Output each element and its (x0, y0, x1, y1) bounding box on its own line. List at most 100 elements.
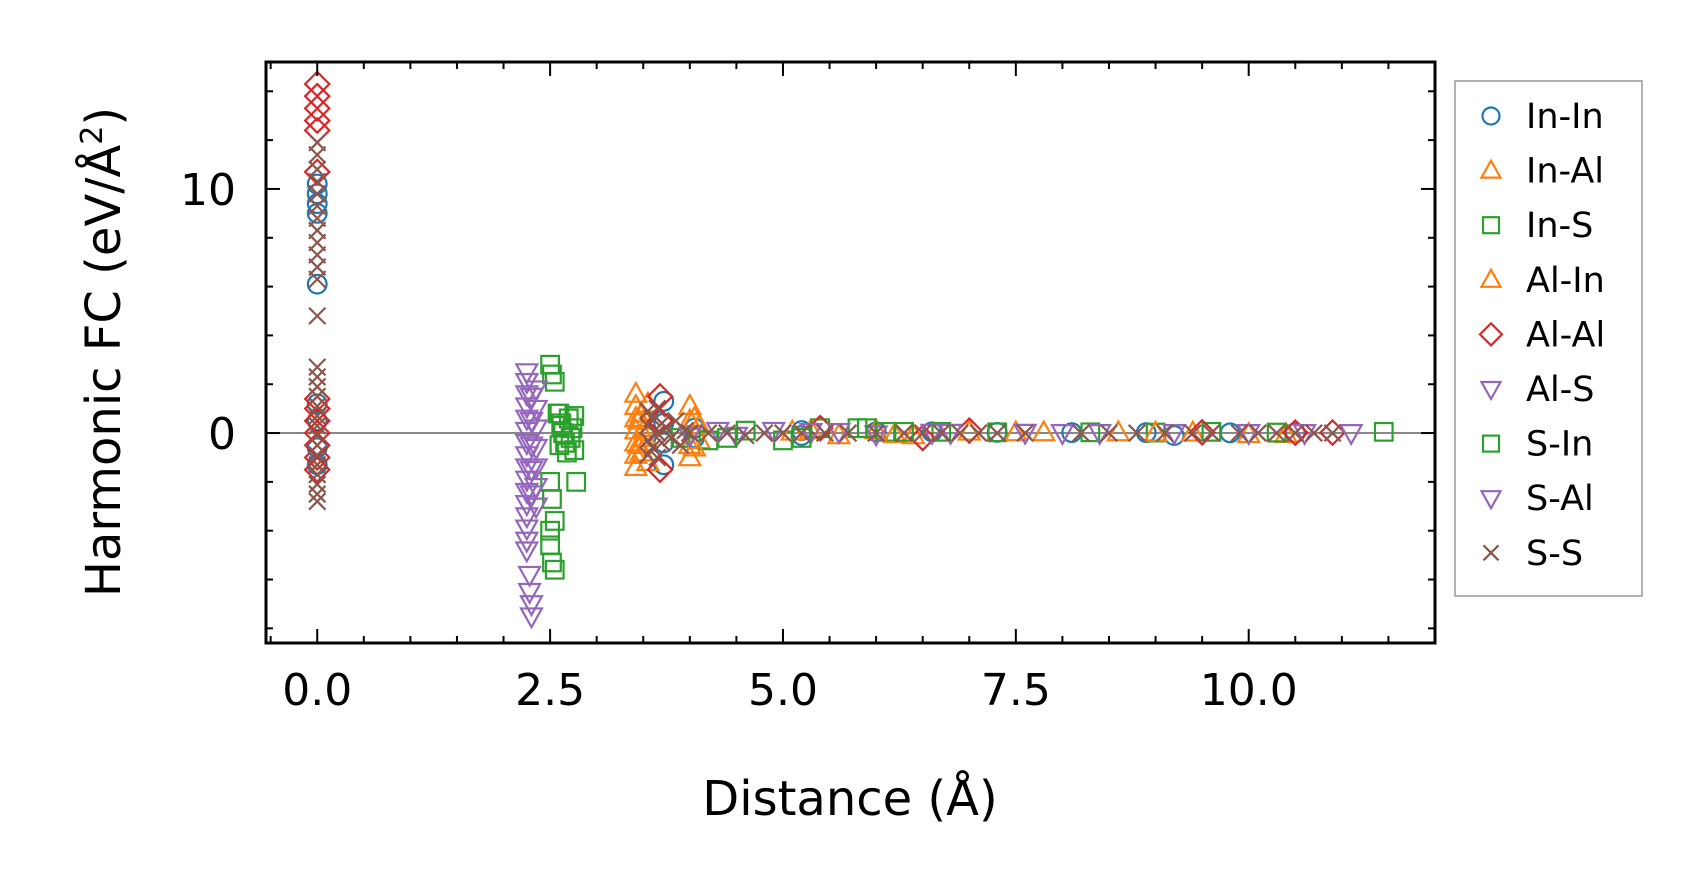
legend-items: In-In In-Al In-S Al-In Al-Al Al-S S-In S-Al S-S (1478, 97, 1605, 574)
data-point-in-s (1201, 421, 1222, 442)
data-point-s-s (736, 426, 755, 445)
data-point-s-s (643, 409, 662, 428)
data-point-s-s (680, 424, 699, 443)
data-point-s-s (773, 424, 792, 443)
y-tick-label: 10 (180, 165, 236, 216)
data-point-s-s (932, 424, 951, 443)
data-point-in-al (901, 422, 926, 445)
y-axis-title-main: Harmonic FC (eV/Å (75, 145, 132, 598)
data-point-s-s (1016, 424, 1035, 443)
data-point-in-s (544, 559, 565, 580)
data-point-s-s (1304, 424, 1323, 443)
series-s-s (308, 133, 1342, 511)
data-point-s-s (1155, 424, 1174, 443)
data-point-s-s (1286, 424, 1305, 443)
data-point-s-s (308, 492, 327, 511)
data-point-s-s (867, 424, 886, 443)
data-point-in-al (1105, 419, 1131, 442)
y-tick-label: 0 (208, 409, 236, 460)
data-point-s-s (308, 270, 327, 289)
data-point-al-s (798, 423, 824, 446)
x-tick-label: 0.0 (282, 665, 352, 716)
data-point-al-s (1161, 424, 1187, 447)
y-axis-title: Harmonic FC (eV/Å2) (75, 107, 132, 597)
data-point-in-in (306, 202, 328, 224)
data-point-in-s (540, 520, 560, 541)
data-point-al-in (1143, 419, 1168, 442)
data-point-s-al (826, 423, 852, 446)
data-point-s-s (1323, 424, 1342, 443)
legend-marker-al-al (1478, 321, 1504, 347)
data-point-s-in (894, 421, 914, 442)
data-point-in-s (542, 364, 562, 385)
data-points-layer (303, 70, 1394, 630)
data-point-al-s (1236, 424, 1262, 447)
legend-entry-s-s: S-S (1482, 534, 1583, 574)
data-point-s-s (643, 438, 662, 457)
data-point-al-al (646, 456, 674, 484)
data-point-s-in (791, 428, 812, 448)
data-point-in-s (542, 552, 562, 573)
data-point-s-s (308, 485, 327, 504)
data-point-s-s (969, 424, 988, 443)
data-point-s-s (1183, 424, 1202, 443)
y-axis-title-close: ) (76, 107, 132, 126)
data-point-al-s (514, 482, 540, 505)
legend-label: S-S (1526, 534, 1583, 574)
data-point-s-s (308, 145, 327, 164)
x-axis-title: Distance (Å) (702, 770, 997, 827)
data-point-al-in (882, 421, 908, 444)
legend-label: Al-Al (1526, 315, 1605, 355)
y-axis-title-superscript: 2 (75, 126, 110, 145)
data-point-s-s (662, 428, 681, 447)
data-point-al-s (1087, 424, 1112, 447)
legend-label: S-Al (1526, 479, 1594, 519)
data-point-s-in (564, 440, 585, 461)
data-point-al-in (632, 424, 658, 447)
data-point-s-s (308, 306, 327, 325)
legend-entry-al-in: Al-In (1479, 261, 1605, 301)
series-s-al (519, 387, 1075, 508)
data-point-al-s (517, 565, 542, 588)
data-point-al-s (514, 519, 540, 542)
data-point-in-in (306, 393, 328, 415)
legend-label: S-In (1526, 425, 1593, 465)
x-tick-label: 5.0 (748, 665, 818, 716)
data-point-s-s (1248, 424, 1268, 443)
data-point-in-in (306, 273, 328, 295)
data-point-al-s (1338, 424, 1364, 447)
legend-entry-s-in: S-In (1481, 425, 1593, 465)
data-point-s-s (1202, 424, 1221, 443)
data-point-al-s (1012, 423, 1038, 446)
data-point-s-s (657, 419, 676, 438)
legend-marker-s-s (1482, 544, 1500, 562)
data-point-al-s (514, 541, 540, 564)
data-point-s-al (519, 485, 544, 508)
data-point-in-s (1266, 422, 1287, 443)
data-point-s-s (839, 424, 858, 443)
legend-marker-in-in (1481, 106, 1501, 126)
data-point-al-al (303, 106, 331, 135)
data-point-al-s (523, 458, 549, 481)
data-point-in-al (1031, 419, 1057, 442)
legend-entry-al-s: Al-S (1479, 370, 1595, 410)
legend-label: Al-S (1526, 370, 1595, 410)
data-point-s-in (549, 435, 570, 456)
legend-marker-s-in (1481, 434, 1501, 453)
data-point-al-al (1318, 418, 1347, 447)
data-point-in-in (653, 390, 675, 412)
data-point-s-al (1050, 424, 1075, 447)
data-point-al-in (1003, 419, 1029, 442)
data-point-s-s (895, 424, 914, 443)
data-point-al-s (863, 425, 889, 448)
data-point-al-al (303, 456, 331, 484)
data-point-al-in (682, 405, 707, 428)
x-tick-label: 2.5 (515, 665, 585, 716)
legend-marker-in-s (1481, 216, 1501, 235)
axis-ticks-layer (266, 62, 1436, 643)
legend-label: In-Al (1526, 152, 1604, 192)
data-point-in-al (677, 432, 703, 455)
data-point-s-s (1230, 424, 1249, 443)
data-point-al-s (523, 438, 549, 461)
